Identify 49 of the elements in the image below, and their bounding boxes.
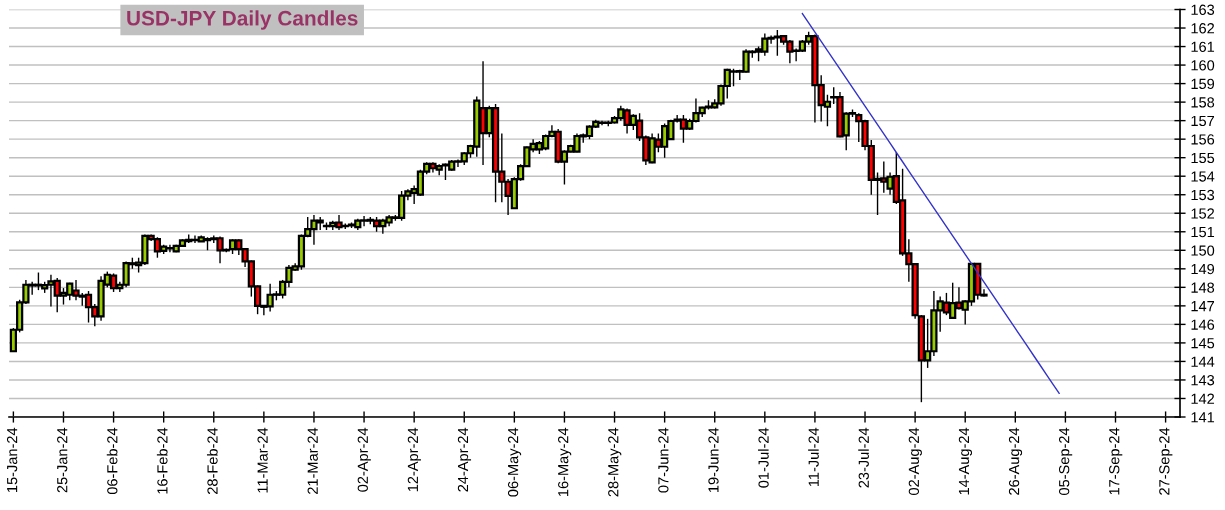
x-tick-label: 24-Apr-24	[457, 427, 472, 492]
y-tick-label: 153	[1191, 189, 1215, 201]
x-tick-label: 25-Jan-24	[57, 427, 68, 493]
y-tick-label: 159	[1191, 78, 1215, 90]
y-tick-label: 162	[1191, 23, 1215, 34]
y-tick-label: 161	[1191, 41, 1215, 52]
line-series	[801, 12, 1060, 394]
x-tick-label: 16-Feb-24	[156, 427, 168, 494]
x-tick-label: 02-Aug-24	[908, 427, 922, 495]
x-tick-label: 27-Sep-24	[1159, 427, 1173, 495]
y-tick-label: 151	[1191, 227, 1215, 238]
y-tick-label: 144	[1191, 356, 1215, 367]
x-tick-label: 17-Sep-24	[1109, 427, 1123, 495]
y-tick-label: 148	[1191, 282, 1215, 293]
y-tick-label: 160	[1191, 60, 1215, 71]
x-tick-label: 01-Jul-24	[758, 427, 769, 488]
y-tick-label: 156	[1191, 134, 1215, 145]
x-tick-label: 14-Aug-24	[958, 427, 973, 495]
x-tick-label: 26-Aug-24	[1008, 427, 1023, 495]
y-tick-label: 141	[1191, 412, 1215, 423]
chart-title: USD-JPY Daily Candles	[127, 10, 358, 30]
x-tick-label: 21-Mar-24	[307, 427, 318, 494]
y-tick-label: 149	[1191, 263, 1215, 275]
x-tick-label: 15-Jan-24	[6, 427, 18, 492]
y-tick-label: 150	[1191, 245, 1215, 256]
x-tick-label: 05-Sep-24	[1058, 427, 1073, 495]
x-tick-label: 02-Apr-24	[357, 427, 371, 492]
y-tick-label: 154	[1191, 171, 1215, 182]
x-tick-label: 11-Jul-24	[808, 427, 819, 487]
y-tick-label: 147	[1191, 301, 1215, 312]
y-tick-label: 143	[1191, 375, 1215, 386]
x-tick-label: 23-Jul-24	[858, 427, 869, 488]
y-tick-label: 152	[1191, 208, 1215, 219]
x-tick-label: 16-May-24	[558, 427, 572, 496]
x-tick-label: 06-May-24	[507, 427, 522, 497]
x-tick-label: 06-Feb-24	[106, 427, 118, 495]
y-tick-label: 163	[1191, 4, 1215, 15]
y-tick-label: 145	[1191, 338, 1215, 349]
x-tick-label: 28-May-24	[608, 427, 622, 497]
x-tick-label: 12-Apr-24	[407, 427, 421, 492]
x-tick-label: 11-Mar-24	[257, 427, 268, 493]
y-tick-label: 146	[1191, 319, 1215, 330]
y-tick-label: 142	[1191, 393, 1215, 404]
x-tick-label: 07-Jun-24	[658, 427, 669, 493]
x-tick-label: 28-Feb-24	[206, 427, 218, 494]
y-tick-label: 155	[1191, 152, 1215, 164]
x-tick-label: 19-Jun-24	[708, 427, 719, 492]
y-tick-label: 158	[1191, 97, 1215, 108]
y-tick-label: 157	[1191, 115, 1215, 127]
